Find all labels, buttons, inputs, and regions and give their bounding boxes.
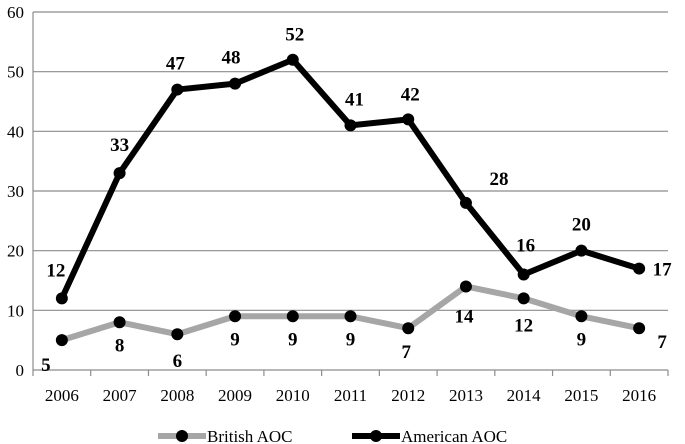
x-tick-label: 2007 — [103, 386, 138, 405]
data-point-british-aoc — [459, 280, 472, 293]
data-point-american-aoc — [459, 196, 472, 209]
x-tick-label: 2009 — [218, 386, 252, 405]
data-point-british-aoc — [113, 316, 126, 329]
data-label-british-aoc: 6 — [173, 351, 183, 372]
data-point-british-aoc — [575, 310, 588, 323]
legend-label: American AOC — [401, 427, 507, 444]
y-tick-label: 60 — [7, 3, 24, 22]
y-tick-label: 10 — [7, 301, 24, 320]
data-label-british-aoc: 9 — [577, 329, 587, 350]
legend-swatch-marker — [370, 430, 382, 442]
data-point-british-aoc — [633, 322, 646, 335]
x-tick-label: 2014 — [507, 386, 542, 405]
legend-swatch-marker — [176, 430, 188, 442]
data-point-american-aoc — [575, 244, 588, 257]
data-label-british-aoc: 12 — [514, 315, 533, 336]
y-tick-label: 20 — [7, 242, 24, 261]
y-tick-label: 0 — [16, 361, 25, 380]
x-tick-label: 2010 — [276, 386, 310, 405]
legend-label: British AOC — [207, 427, 293, 444]
data-point-american-aoc — [113, 167, 126, 180]
data-label-american-aoc: 41 — [345, 89, 364, 110]
data-point-british-aoc — [517, 292, 530, 305]
data-point-american-aoc — [344, 119, 357, 132]
x-tick-label: 2012 — [391, 386, 425, 405]
data-label-american-aoc: 48 — [222, 48, 241, 69]
data-point-british-aoc — [171, 328, 184, 341]
data-label-british-aoc: 7 — [401, 342, 411, 363]
data-label-american-aoc: 28 — [489, 169, 508, 190]
y-tick-label: 50 — [7, 63, 24, 82]
data-point-british-aoc — [229, 310, 242, 323]
data-point-american-aoc — [633, 262, 646, 275]
x-tick-label: 2013 — [449, 386, 483, 405]
data-point-british-aoc — [402, 322, 415, 335]
data-label-american-aoc: 17 — [653, 260, 673, 281]
x-tick-label: 2006 — [45, 386, 79, 405]
data-point-british-aoc — [286, 310, 299, 323]
data-point-american-aoc — [229, 77, 242, 90]
x-tick-label: 2008 — [160, 386, 194, 405]
data-label-british-aoc: 8 — [115, 335, 125, 356]
legend: British AOC American AOC — [158, 427, 507, 444]
data-point-british-aoc — [344, 310, 357, 323]
x-tick-label: 2015 — [564, 386, 598, 405]
data-label-american-aoc: 52 — [285, 25, 304, 46]
data-point-american-aoc — [55, 292, 68, 305]
data-label-american-aoc: 47 — [166, 54, 186, 75]
data-point-british-aoc — [55, 334, 68, 347]
data-point-american-aoc — [402, 113, 415, 126]
data-label-american-aoc: 20 — [572, 215, 591, 236]
y-tick-label: 30 — [7, 182, 24, 201]
data-label-american-aoc: 33 — [110, 135, 129, 156]
data-label-british-aoc: 7 — [657, 332, 667, 353]
data-labels: 5 8 6 9 9 9 7 14 12 9 7 12 33 47 48 52 41 42 28 16 20 17 — [41, 25, 672, 376]
x-tick-label: 2016 — [622, 386, 656, 405]
data-label-british-aoc: 9 — [346, 329, 356, 350]
data-label-american-aoc: 42 — [401, 84, 420, 105]
x-axis: 2006 2007 2008 2009 2010 2011 2012 2013 2014 2015… — [32, 369, 669, 405]
y-axis: 0 10 20 30 40 50 60 — [7, 3, 34, 380]
data-label-american-aoc: 16 — [516, 236, 535, 257]
data-point-american-aoc — [517, 268, 530, 281]
data-label-british-aoc: 5 — [41, 355, 51, 376]
x-tick-label: 2011 — [334, 386, 367, 405]
series-group — [55, 53, 646, 347]
data-label-british-aoc: 9 — [288, 329, 298, 350]
data-point-american-aoc — [171, 83, 184, 96]
data-point-american-aoc — [286, 53, 299, 66]
data-label-british-aoc: 14 — [454, 306, 474, 327]
data-label-american-aoc: 12 — [46, 260, 65, 281]
y-tick-label: 40 — [7, 122, 24, 141]
data-label-british-aoc: 9 — [230, 329, 240, 350]
